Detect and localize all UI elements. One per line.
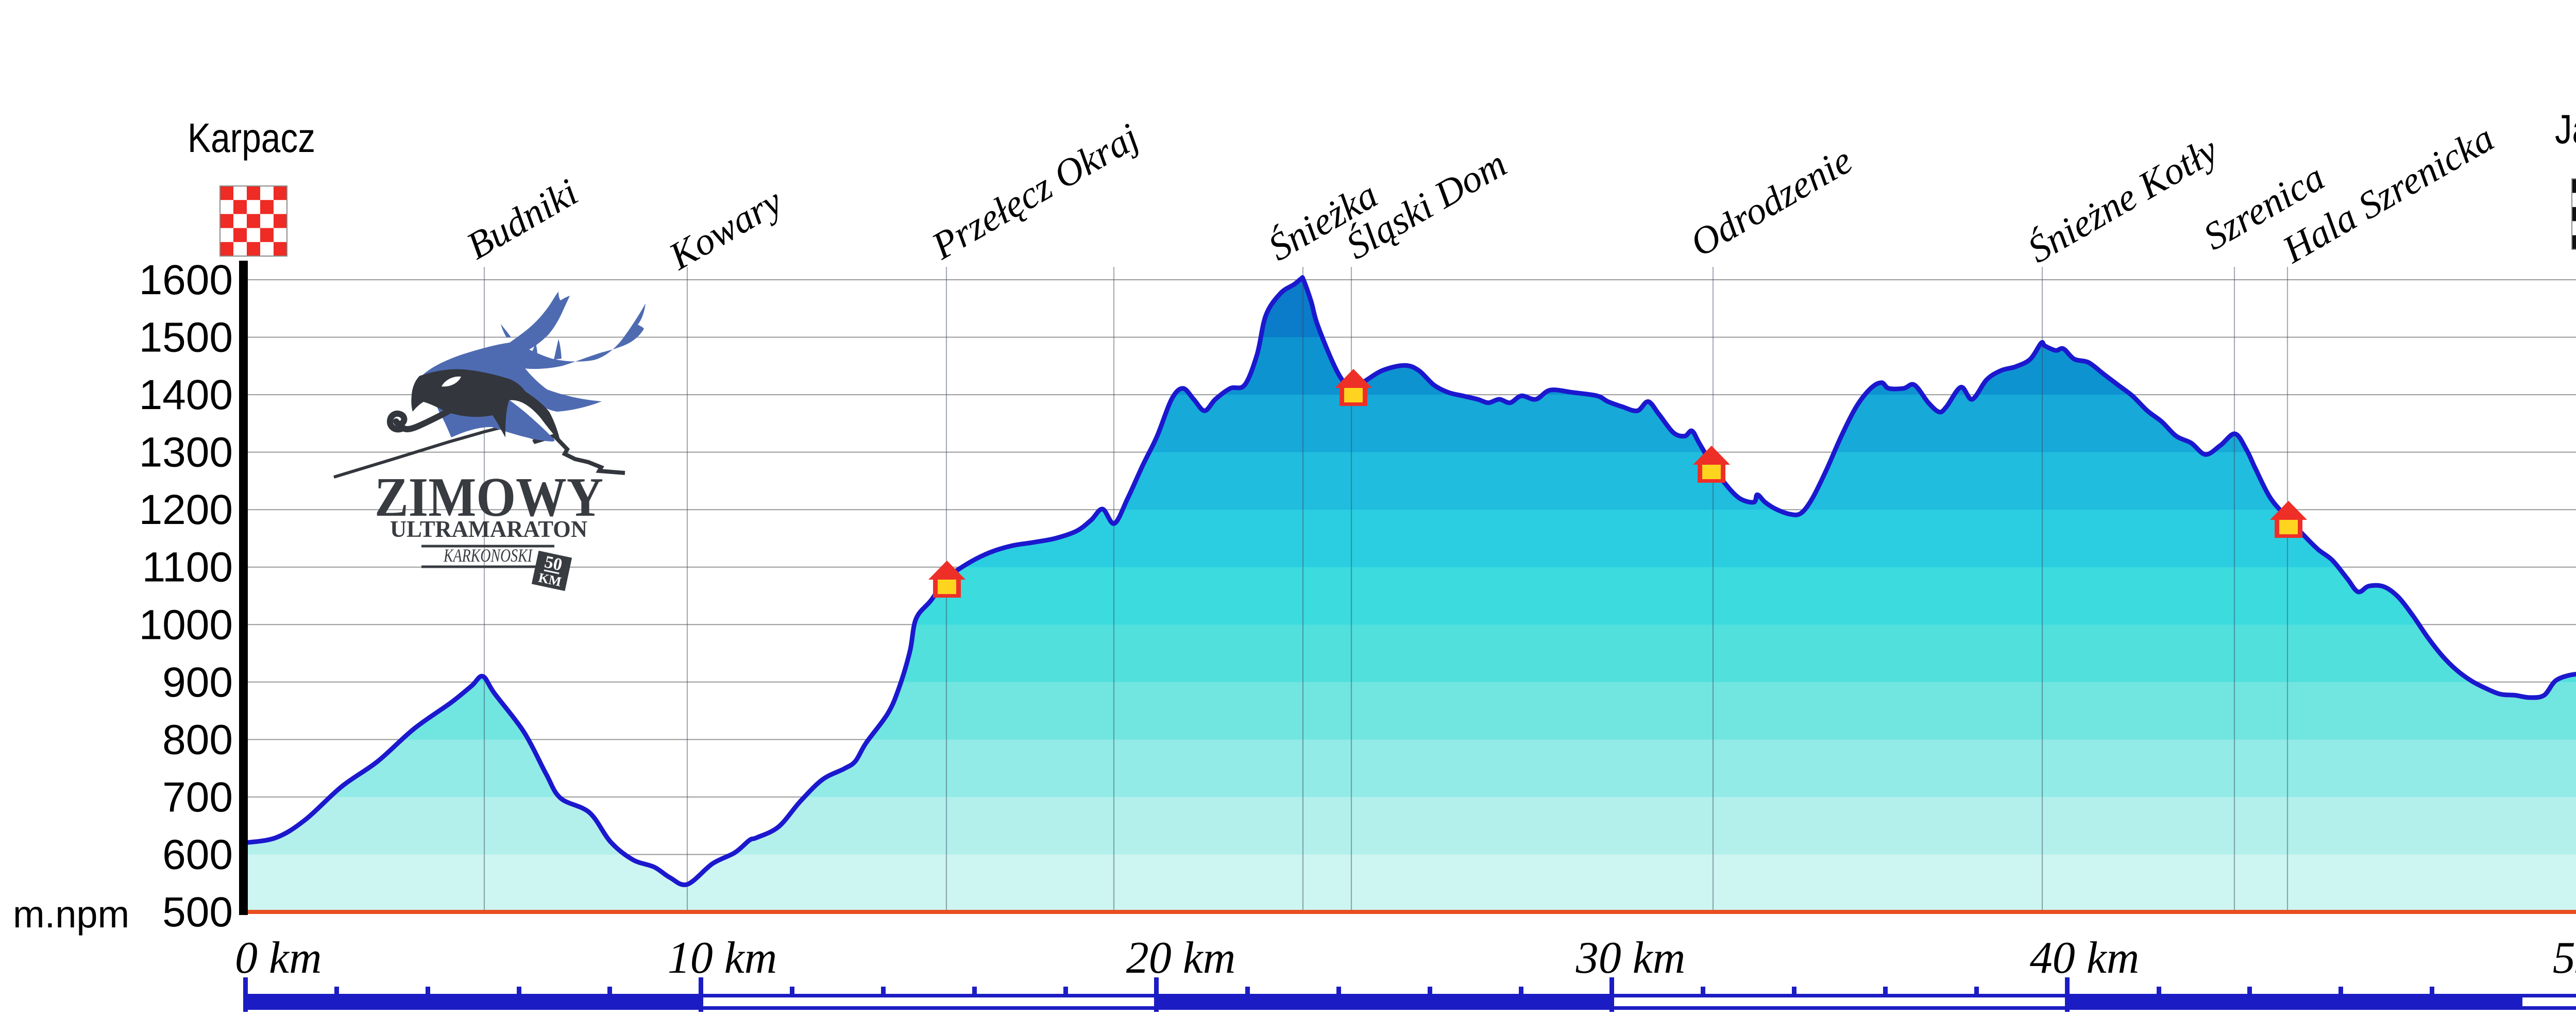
svg-text:ULTRAMARATON: ULTRAMARATON [390, 516, 587, 542]
svg-text:1400: 1400 [139, 371, 233, 418]
svg-text:600: 600 [162, 832, 233, 878]
svg-text:1100: 1100 [142, 544, 233, 591]
svg-text:0 km: 0 km [235, 933, 322, 983]
svg-text:ZIMOWY: ZIMOWY [375, 467, 603, 528]
svg-text:m.npm: m.npm [13, 893, 129, 936]
svg-text:20 km: 20 km [1126, 933, 1236, 983]
svg-text:1600: 1600 [139, 257, 233, 303]
svg-text:1300: 1300 [139, 429, 233, 476]
svg-text:800: 800 [162, 716, 233, 763]
svg-text:500: 500 [162, 889, 233, 936]
svg-text:40 km: 40 km [2030, 933, 2140, 983]
svg-text:700: 700 [162, 774, 233, 821]
svg-text:Karpacz: Karpacz [188, 115, 315, 161]
svg-text:900: 900 [162, 659, 233, 706]
svg-text:30 km: 30 km [1575, 933, 1686, 983]
svg-text:KARKONOSKI: KARKONOSKI [443, 545, 533, 566]
svg-text:52km: 52km [2553, 933, 2576, 983]
svg-text:1500: 1500 [139, 314, 233, 361]
svg-text:1200: 1200 [139, 486, 233, 533]
svg-text:10 km: 10 km [668, 933, 777, 983]
svg-text:Jakuszyce: Jakuszyce [2555, 106, 2576, 152]
svg-text:1000: 1000 [139, 601, 233, 648]
